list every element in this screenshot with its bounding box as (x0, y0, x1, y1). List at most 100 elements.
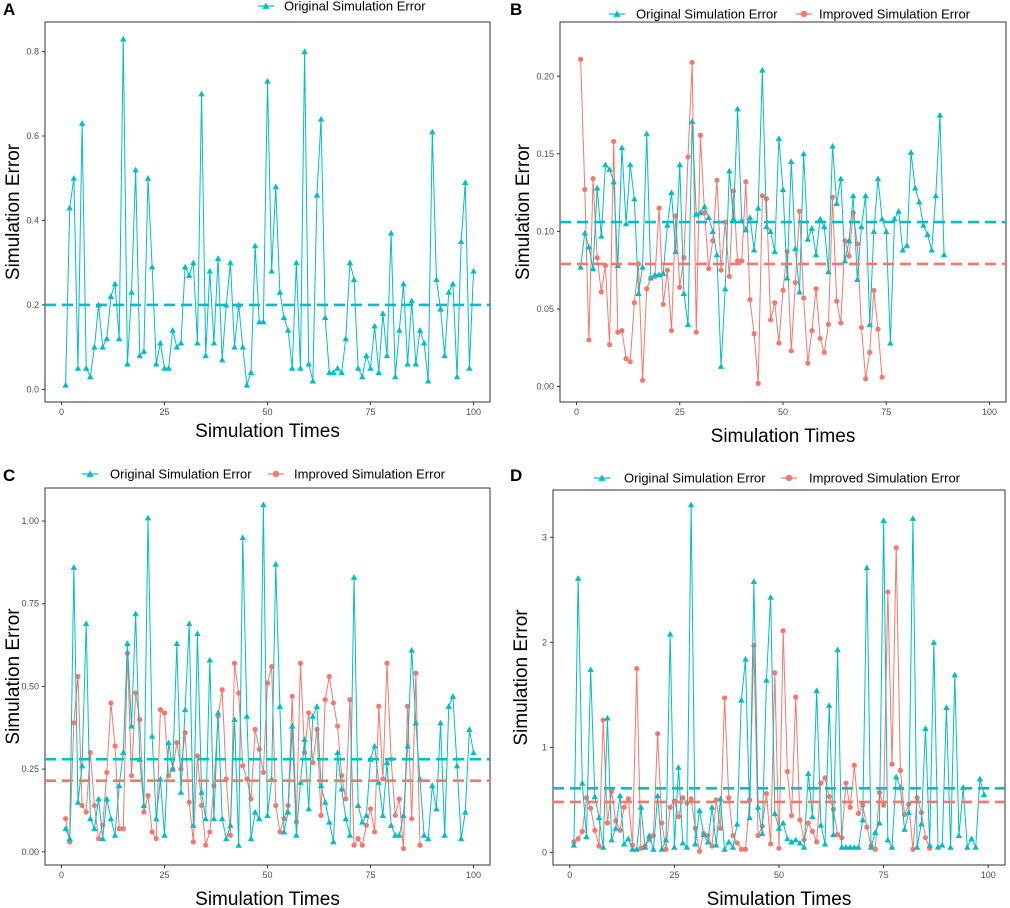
data-point (822, 775, 828, 781)
data-point (256, 746, 262, 752)
data-point (347, 697, 353, 703)
data-point (845, 237, 853, 244)
legend-triangle-icon (86, 470, 94, 477)
data-point (834, 646, 841, 653)
data-point (763, 676, 770, 683)
data-point (190, 839, 196, 845)
x-tick-label: 50 (774, 870, 784, 880)
data-point (671, 843, 678, 850)
data-point (700, 831, 707, 838)
data-point (718, 267, 724, 273)
data-point (62, 381, 69, 388)
data-point (239, 534, 246, 541)
data-point (400, 280, 407, 287)
plot-area (570, 501, 988, 854)
data-point (663, 846, 669, 852)
data-point (586, 337, 592, 343)
data-point (408, 297, 415, 304)
data-point (91, 825, 98, 832)
data-point (888, 843, 896, 850)
data-point (801, 295, 807, 301)
data-point (759, 830, 766, 837)
data-point (606, 166, 613, 172)
data-point (776, 340, 782, 346)
data-point (647, 274, 655, 281)
data-point (115, 782, 123, 789)
x-tick-label: 25 (675, 407, 685, 417)
data-point (116, 826, 122, 832)
data-point (305, 805, 312, 812)
data-point (392, 812, 398, 818)
x-tick-label: 50 (262, 407, 272, 417)
data-point (717, 825, 724, 831)
data-point (689, 59, 695, 65)
data-point (955, 832, 963, 839)
data-point (318, 812, 324, 818)
data-point (914, 795, 920, 801)
data-point (280, 828, 288, 835)
y-tick-label: 0.05 (536, 304, 554, 314)
data-point (788, 838, 795, 845)
data-point (870, 228, 878, 234)
data-point (153, 835, 159, 842)
data-point (240, 763, 246, 769)
data-point (579, 779, 586, 786)
data-point (280, 314, 288, 321)
data-point (206, 267, 214, 274)
data-point (943, 704, 950, 710)
data-point (354, 365, 362, 371)
data-point (214, 709, 222, 716)
data-point (633, 846, 640, 852)
data-point (124, 640, 131, 646)
data-point (449, 280, 457, 287)
data-point (705, 832, 711, 839)
data-point (210, 815, 218, 822)
legend-circle-icon (800, 10, 808, 18)
data-point (964, 843, 971, 850)
series-original (577, 66, 948, 369)
data-point (437, 305, 444, 312)
data-point (717, 363, 725, 369)
data-point (747, 297, 753, 303)
data-point (186, 799, 192, 805)
data-point (859, 816, 866, 823)
chart-panel-c: C 0 25 50 75 100 0.00 0.25 0.50 0.75 1.00 Simulatio… (3, 466, 491, 908)
data-point (655, 271, 663, 278)
data-point (75, 673, 81, 680)
data-point (589, 265, 597, 272)
data-point (855, 810, 862, 817)
data-point (909, 515, 917, 521)
data-point (379, 812, 387, 818)
data-point (462, 808, 469, 815)
data-point (889, 761, 895, 767)
data-point (637, 804, 645, 810)
data-point (582, 186, 588, 193)
data-point (767, 593, 774, 600)
data-point (826, 794, 832, 800)
data-point (968, 835, 975, 842)
data-point (424, 377, 432, 384)
data-point (583, 795, 590, 801)
data-point (932, 192, 939, 199)
data-point (725, 838, 732, 845)
data-point (895, 208, 902, 214)
data-point (128, 289, 135, 295)
data-point (813, 687, 820, 694)
data-point (676, 161, 683, 168)
y-tick-label: 0.6 (26, 131, 39, 141)
data-point (780, 287, 786, 293)
data-point (742, 846, 749, 852)
data-point (148, 732, 156, 739)
data-point (256, 815, 263, 822)
data-point (677, 284, 683, 290)
data-point (680, 795, 686, 801)
y-tick-label: 0.50 (21, 681, 39, 691)
data-point (846, 843, 854, 850)
data-point (330, 369, 337, 376)
data-point (980, 791, 988, 798)
data-point (594, 255, 600, 261)
data-point (305, 360, 312, 367)
data-point (350, 574, 358, 580)
data-point (797, 817, 803, 823)
data-point (441, 832, 448, 838)
